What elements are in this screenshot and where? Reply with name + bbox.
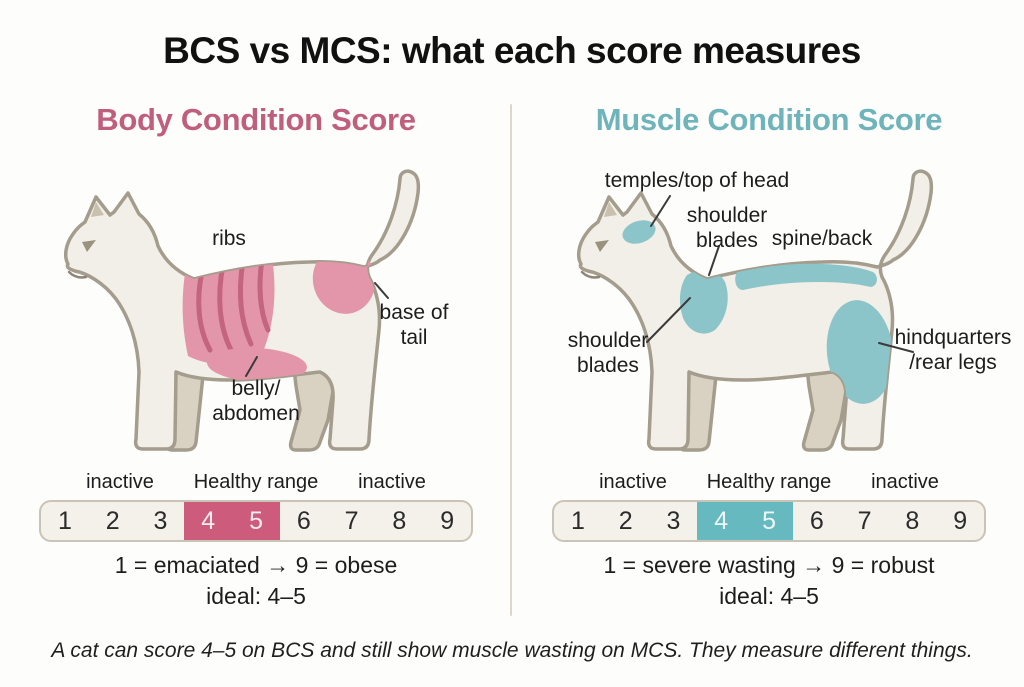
bcs-scale-caption: 1 = emaciated → 9 = obese — [114, 552, 398, 578]
scale-cell: 2 — [618, 507, 633, 535]
scale-cell: 3 — [153, 507, 168, 535]
mcs-heading: Muscle Condition Score — [595, 102, 943, 137]
scale-cell: 7 — [344, 507, 359, 535]
scale-cell: 1 — [570, 507, 585, 535]
bcs-heading: Body Condition Score — [96, 102, 416, 137]
label-spine-back: spine/back — [771, 227, 873, 250]
label-shoulder-blades-upper: shoulder blades — [686, 204, 768, 252]
scale-cell: 8 — [905, 507, 920, 535]
hindquarters-region — [826, 300, 894, 404]
label-hindquarters: hindquarters /rear legs — [894, 326, 1012, 374]
shoulder-blades-region — [679, 270, 728, 334]
scale-cell-healthy: 5 — [232, 502, 280, 540]
scale-cell-healthy: 5 — [745, 502, 793, 540]
label-shoulder-blades-left: shoulder blades — [567, 329, 649, 377]
cat-eye — [82, 240, 96, 252]
inner-ear — [604, 202, 617, 217]
bcs-ideal-caption: ideal: 4–5 — [206, 583, 306, 609]
zone-label-inactive-right: inactive — [871, 471, 939, 493]
leader-line — [878, 342, 914, 353]
cat-mouth — [67, 270, 88, 279]
cat-mouth — [580, 270, 601, 279]
scale-cell-healthy: 4 — [697, 502, 746, 540]
leader-line — [650, 195, 671, 227]
scale-cell: 2 — [105, 507, 120, 535]
mcs-panel: Muscle Condition Score — [513, 96, 1024, 641]
zone-label-healthy-range: Healthy range — [193, 471, 319, 493]
leader-line — [245, 356, 258, 377]
scale-cell: 9 — [953, 507, 968, 535]
zone-label-inactive-left: inactive — [599, 471, 667, 493]
cat-eye — [595, 240, 609, 252]
bcs-panel: Body Condition Score — [0, 96, 512, 641]
inner-ear — [91, 202, 104, 217]
label-temples: temples/top of head — [604, 169, 790, 192]
leader-line — [708, 245, 720, 276]
scale-cell-healthy: 4 — [184, 502, 233, 540]
mcs-ideal-caption: ideal: 4–5 — [719, 583, 819, 609]
mcs-scale-caption: 1 = severe wasting → 9 = robust — [603, 552, 935, 578]
mcs-cat-illustration — [576, 169, 934, 452]
scale-cell: 8 — [392, 507, 407, 535]
label-belly-abdomen: belly/ abdomen — [212, 377, 300, 425]
label-ribs: ribs — [212, 227, 246, 250]
label-base-of-tail: base of tail — [379, 301, 449, 349]
zone-label-inactive-right: inactive — [358, 471, 426, 493]
belly-region — [207, 347, 307, 383]
scale-cell: 6 — [809, 507, 824, 535]
scale-cell: 7 — [857, 507, 872, 535]
mcs-scale-bar: 1 2 3 4 5 6 7 8 9 — [552, 500, 986, 542]
rib-stripes — [196, 257, 271, 353]
bcs-scale-bar: 1 2 3 4 5 6 7 8 9 — [39, 500, 473, 542]
page-title: BCS vs MCS: what each score measures — [163, 30, 861, 71]
bcs-cat-illustration — [63, 169, 421, 452]
bcs-scale-zone-labels: inactive Healthy range inactive — [0, 471, 512, 495]
mcs-scale-zone-labels: inactive Healthy range inactive — [513, 471, 1024, 495]
scale-cell: 3 — [666, 507, 681, 535]
zone-label-inactive-left: inactive — [86, 471, 154, 493]
zone-label-healthy-range: Healthy range — [706, 471, 832, 493]
temples-region — [622, 220, 656, 244]
footer-note: A cat can score 4–5 on BCS and still sho… — [51, 639, 973, 662]
spine-back-region — [735, 263, 877, 290]
leader-line — [646, 297, 691, 343]
scale-cell: 9 — [440, 507, 455, 535]
scale-cell: 1 — [57, 507, 72, 535]
bcs-cat-figure: ribs base of tail belly/ abdomen — [0, 160, 512, 470]
leader-line — [374, 282, 389, 299]
panel-divider — [510, 104, 512, 616]
mcs-cat-figure: temples/top of head shoulder blades spin… — [513, 160, 1024, 470]
scale-cell: 6 — [296, 507, 311, 535]
